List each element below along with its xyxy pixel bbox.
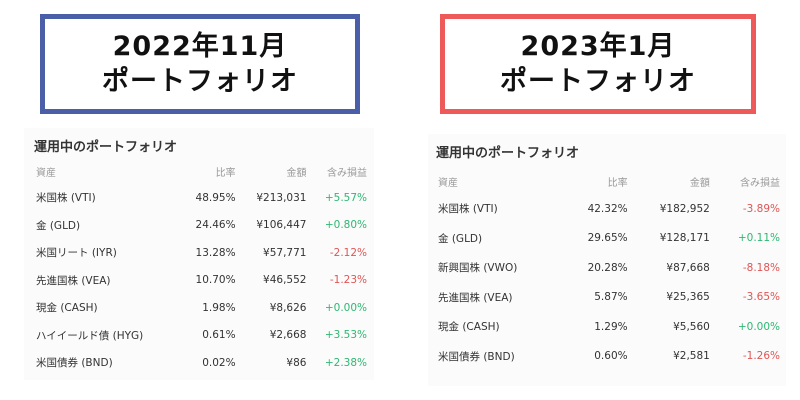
ratio-cell: 13.28% bbox=[195, 246, 236, 259]
pl-cell: -1.23% bbox=[329, 274, 367, 287]
amount-cell: ¥87,668 bbox=[666, 261, 710, 274]
header-pl: 含み損益 bbox=[740, 177, 780, 189]
title-date: 2022年11月 bbox=[112, 30, 288, 62]
title-box-2022-11: 2022年11月 ポートフォリオ bbox=[40, 14, 360, 114]
table-row: 米国株 (VTI) 48.95% ¥213,031 +5.57% bbox=[34, 184, 369, 212]
amount-cell: ¥8,626 bbox=[269, 301, 307, 314]
pl-cell: +3.53% bbox=[324, 329, 367, 342]
table-row: 米国リート (IYR) 13.28% ¥57,771 -2.12% bbox=[34, 239, 369, 267]
table-row: 金 (GLD) 29.65% ¥128,171 +0.11% bbox=[436, 224, 782, 254]
table-header-row: 資産 比率 金額 含み損益 bbox=[436, 168, 782, 194]
amount-cell: ¥25,365 bbox=[666, 291, 710, 304]
pl-cell: -3.89% bbox=[742, 202, 780, 215]
ratio-cell: 10.70% bbox=[195, 274, 236, 287]
title-portfolio: ポートフォリオ bbox=[500, 66, 696, 97]
title-box-2023-01: 2023年1月 ポートフォリオ bbox=[440, 14, 756, 114]
pl-cell: +5.57% bbox=[324, 191, 367, 204]
amount-cell: ¥5,560 bbox=[673, 320, 710, 333]
asset-name-cell: 金 (GLD) bbox=[36, 219, 81, 232]
header-pl: 含み損益 bbox=[327, 167, 367, 179]
ratio-cell: 1.29% bbox=[594, 320, 628, 333]
amount-cell: ¥46,552 bbox=[263, 274, 307, 287]
ratio-cell: 24.46% bbox=[195, 219, 236, 232]
header-ratio: 比率 bbox=[215, 167, 236, 179]
asset-name-cell: 現金 (CASH) bbox=[36, 302, 98, 315]
amount-cell: ¥182,952 bbox=[659, 202, 710, 215]
ratio-cell: 29.65% bbox=[587, 232, 628, 245]
asset-name-cell: 米国債券 (BND) bbox=[438, 350, 515, 363]
header-amount: 金額 bbox=[689, 177, 710, 189]
right-panel: 2023年1月 ポートフォリオ 運用中のポートフォリオ 資産 比率 金額 含み損… bbox=[400, 0, 800, 400]
portfolio-card: 運用中のポートフォリオ 資産 比率 金額 含み損益 米国株 (VTI) 42.32… bbox=[428, 134, 786, 386]
amount-cell: ¥106,447 bbox=[256, 219, 307, 232]
pl-cell: -1.26% bbox=[742, 350, 780, 363]
header-amount: 金額 bbox=[286, 167, 307, 179]
pl-cell: -8.18% bbox=[742, 261, 780, 274]
header-asset: 資産 bbox=[36, 167, 56, 179]
amount-cell: ¥128,171 bbox=[659, 232, 710, 245]
pl-cell: +0.00% bbox=[737, 320, 780, 333]
ratio-cell: 0.02% bbox=[202, 356, 236, 369]
asset-name-cell: 新興国株 (VWO) bbox=[438, 262, 518, 275]
amount-cell: ¥2,581 bbox=[673, 350, 710, 363]
portfolio-table: 資産 比率 金額 含み損益 米国株 (VTI) 42.32% ¥182,952 -3.… bbox=[436, 168, 782, 371]
table-row: 米国債券 (BND) 0.60% ¥2,581 -1.26% bbox=[436, 342, 782, 372]
table-row: 米国株 (VTI) 42.32% ¥182,952 -3.89% bbox=[436, 194, 782, 224]
pl-cell: -3.65% bbox=[742, 291, 780, 304]
portfolio-table: 資産 比率 金額 含み損益 米国株 (VTI) 48.95% ¥213,031 +5.… bbox=[34, 158, 369, 377]
title-date: 2023年1月 bbox=[520, 30, 676, 62]
amount-cell: ¥86 bbox=[286, 356, 307, 369]
table-row: 現金 (CASH) 1.29% ¥5,560 +0.00% bbox=[436, 312, 782, 342]
table-header-row: 資産 比率 金額 含み損益 bbox=[34, 158, 369, 184]
ratio-cell: 42.32% bbox=[587, 202, 628, 215]
ratio-cell: 5.87% bbox=[594, 291, 628, 304]
ratio-cell: 48.95% bbox=[195, 191, 236, 204]
pl-cell: +0.80% bbox=[324, 219, 367, 232]
pl-cell: +2.38% bbox=[324, 356, 367, 369]
asset-name-cell: 米国債券 (BND) bbox=[36, 357, 113, 370]
header-asset: 資産 bbox=[438, 177, 458, 189]
pl-cell: -2.12% bbox=[329, 246, 367, 259]
table-row: 米国債券 (BND) 0.02% ¥86 +2.38% bbox=[34, 349, 369, 377]
ratio-cell: 0.61% bbox=[202, 329, 236, 342]
table-row: 現金 (CASH) 1.98% ¥8,626 +0.00% bbox=[34, 294, 369, 322]
amount-cell: ¥57,771 bbox=[263, 246, 307, 259]
asset-name-cell: 米国株 (VTI) bbox=[438, 203, 498, 216]
left-panel: 2022年11月 ポートフォリオ 運用中のポートフォリオ 資産 比率 金額 含み… bbox=[24, 14, 374, 380]
portfolio-card: 運用中のポートフォリオ 資産 比率 金額 含み損益 米国株 (VTI) 48.95… bbox=[24, 128, 374, 380]
asset-name-cell: ハイイールド債 (HYG) bbox=[36, 329, 144, 342]
table-row: 先進国株 (VEA) 5.87% ¥25,365 -3.65% bbox=[436, 283, 782, 313]
table-row: ハイイールド債 (HYG) 0.61% ¥2,668 +3.53% bbox=[34, 322, 369, 350]
ratio-cell: 20.28% bbox=[587, 261, 628, 274]
table-row: 先進国株 (VEA) 10.70% ¥46,552 -1.23% bbox=[34, 267, 369, 295]
asset-name-cell: 現金 (CASH) bbox=[438, 321, 500, 334]
amount-cell: ¥213,031 bbox=[256, 191, 307, 204]
card-title: 運用中のポートフォリオ bbox=[436, 146, 580, 161]
asset-name-cell: 先進国株 (VEA) bbox=[438, 291, 513, 304]
title-portfolio: ポートフォリオ bbox=[102, 66, 298, 97]
pl-cell: +0.11% bbox=[737, 232, 780, 245]
ratio-cell: 0.60% bbox=[594, 350, 628, 363]
amount-cell: ¥2,668 bbox=[269, 329, 307, 342]
asset-name-cell: 先進国株 (VEA) bbox=[36, 274, 111, 287]
asset-name-cell: 米国リート (IYR) bbox=[36, 247, 117, 260]
ratio-cell: 1.98% bbox=[202, 301, 236, 314]
asset-name-cell: 金 (GLD) bbox=[438, 232, 483, 245]
pl-cell: +0.00% bbox=[324, 301, 367, 314]
table-row: 新興国株 (VWO) 20.28% ¥87,668 -8.18% bbox=[436, 253, 782, 283]
card-title: 運用中のポートフォリオ bbox=[34, 140, 178, 155]
asset-name-cell: 米国株 (VTI) bbox=[36, 192, 96, 205]
header-ratio: 比率 bbox=[607, 177, 628, 189]
table-row: 金 (GLD) 24.46% ¥106,447 +0.80% bbox=[34, 212, 369, 240]
